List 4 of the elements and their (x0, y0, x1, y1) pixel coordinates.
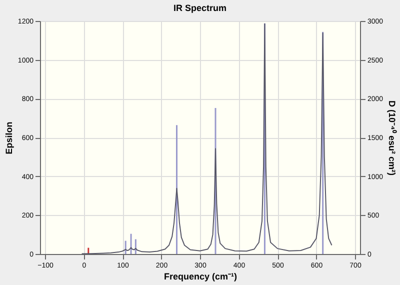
y2-axis-title: D (10⁻⁴⁰ esu² cm²) (387, 100, 398, 176)
chart-title: IR Spectrum (173, 3, 227, 13)
x-axis-title: Frequency (cm⁻¹) (164, 272, 238, 282)
y-axis-title: Epsilon (4, 122, 14, 154)
